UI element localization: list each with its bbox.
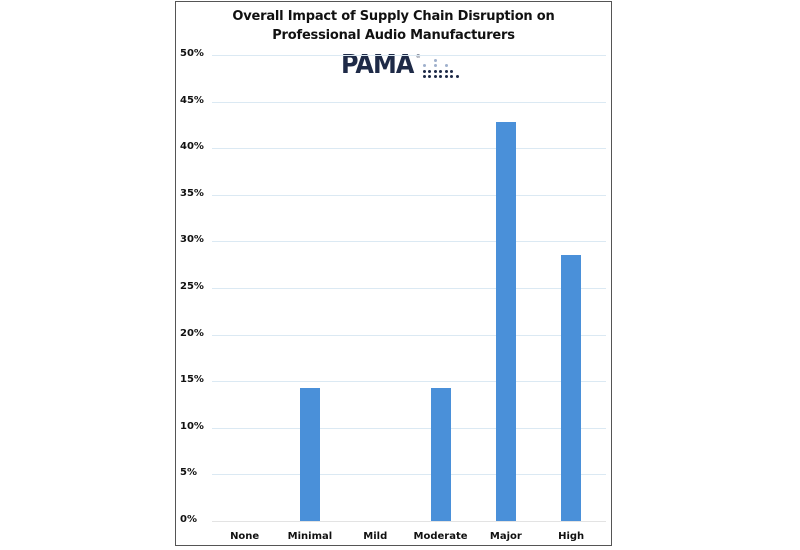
x-tick-label: Minimal [287, 531, 333, 542]
y-tick-label: 45% [180, 94, 204, 106]
y-tick-label: 10% [180, 420, 204, 432]
logo-text: PAMA [341, 50, 414, 80]
x-axis-line [212, 521, 606, 522]
bar-major [495, 121, 516, 521]
gridline [212, 381, 606, 383]
x-tick-label: None [230, 531, 260, 542]
y-tick-label: 35% [180, 187, 204, 199]
bar-minimal [299, 387, 320, 521]
bar-high [561, 254, 582, 521]
y-tick-label: 40% [180, 141, 204, 153]
gridline [212, 101, 606, 103]
gridline [212, 148, 606, 150]
y-tick-label: 20% [180, 327, 204, 339]
x-tick-label: Mild [363, 531, 388, 542]
y-tick-label: 50% [180, 48, 204, 59]
y-tick-label: 30% [180, 234, 204, 246]
x-tick-label: Moderate [413, 531, 468, 542]
x-tick-label: High [558, 531, 585, 542]
chart-title: Overall Impact of Supply Chain Disruptio… [175, 7, 612, 45]
equalizer-dots-icon [422, 54, 465, 78]
chart-title-line-1: Overall Impact of Supply Chain Disruptio… [232, 9, 555, 24]
y-tick-label: 15% [180, 374, 204, 386]
bar-moderate [430, 387, 451, 521]
gridline [212, 474, 606, 476]
x-tick-label: Major [489, 531, 522, 542]
pama-logo: PAMA ® [341, 52, 465, 78]
y-tick-label: 5% [180, 467, 197, 479]
y-tick-label: 25% [180, 281, 204, 292]
chart-frame [175, 1, 612, 546]
gridline [212, 194, 606, 196]
gridline [212, 334, 606, 336]
gridline [212, 427, 606, 429]
gridline [212, 241, 606, 243]
registered-mark-icon: ® [415, 54, 421, 60]
gridline [212, 288, 606, 289]
y-tick-label: 0% [180, 514, 197, 525]
gridline [212, 55, 606, 56]
chart-title-line-2: Professional Audio Manufacturers [272, 28, 515, 43]
